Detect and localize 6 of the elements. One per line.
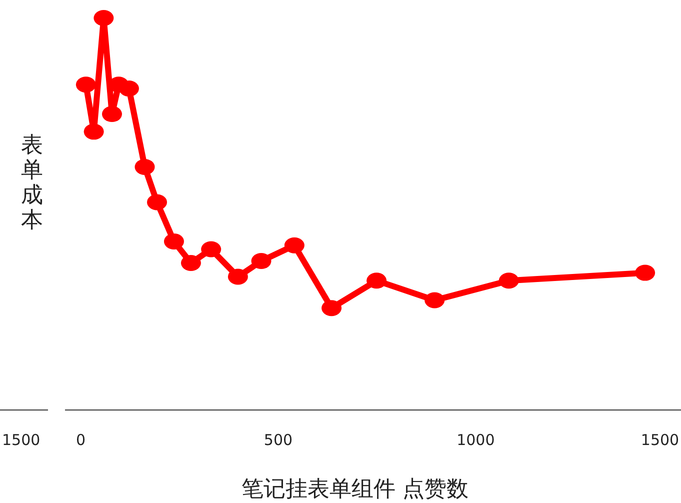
x-axis-title: 笔记挂表单组件 点赞数 — [242, 477, 468, 502]
x-tick-label: 1000 — [456, 431, 495, 449]
x-tick-label: 1500 — [640, 431, 680, 449]
x-tick-label: 0 — [76, 431, 86, 449]
x-tick-label: 500 — [264, 431, 293, 449]
y-axis-title: 表单成本 — [21, 133, 43, 233]
